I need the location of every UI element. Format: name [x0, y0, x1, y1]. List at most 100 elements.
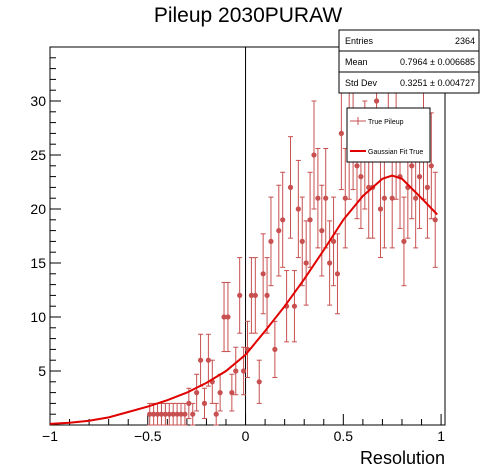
- data-point: [182, 411, 188, 417]
- data-point-group: [311, 100, 317, 210]
- data-point: [307, 217, 313, 223]
- data-point: [240, 368, 247, 374]
- stats-box: Entries 2364 Mean 0.7964 ± 0.006685 Std …: [338, 29, 480, 94]
- data-point: [252, 292, 258, 298]
- data-point-group: [276, 184, 282, 277]
- data-point: [237, 292, 243, 298]
- plot-frame: [49, 46, 446, 426]
- data-point: [186, 400, 192, 406]
- data-point-group: [389, 148, 395, 249]
- data-point-group: [201, 387, 208, 420]
- data-point: [256, 379, 262, 385]
- data-point-group: [268, 196, 274, 287]
- data-point: [291, 303, 298, 309]
- data-point-group: [381, 148, 387, 249]
- data-point-group: [186, 387, 192, 420]
- x-tick-label: −1: [42, 428, 58, 444]
- data-point: [315, 195, 321, 201]
- data-point: [401, 238, 407, 244]
- data-point: [194, 390, 200, 396]
- data-point-group: [260, 233, 266, 315]
- data-point: [424, 184, 431, 190]
- data-point: [213, 411, 219, 417]
- data-point: [303, 260, 309, 266]
- data-point-group: [264, 257, 270, 334]
- data-point-group: [213, 402, 219, 426]
- stats-box-frame: [338, 29, 480, 94]
- data-point-group: [432, 171, 438, 268]
- data-point: [334, 271, 341, 277]
- data-point: [233, 368, 239, 374]
- data-point: [311, 152, 317, 158]
- data-point: [319, 228, 325, 234]
- x-tick-label: −0.5: [134, 428, 162, 444]
- data-point: [225, 314, 231, 320]
- data-point: [248, 292, 255, 298]
- data-point: [416, 174, 423, 180]
- data-point: [413, 195, 419, 201]
- data-point: [354, 163, 360, 169]
- data-point-group: [256, 359, 262, 404]
- data-point-group: [303, 220, 309, 306]
- data-point-group: [252, 257, 258, 334]
- data-point: [174, 411, 180, 417]
- data-point: [323, 195, 329, 201]
- legend-label-true-pileup: True Pileup: [368, 119, 404, 126]
- data-point: [338, 130, 344, 136]
- data-point: [229, 390, 235, 396]
- data-point: [178, 411, 184, 417]
- data-point-group: [307, 171, 313, 268]
- data-point: [166, 411, 172, 417]
- legend-frame: [346, 107, 431, 163]
- stats-mean-value: 0.7964 ± 0.006685: [400, 57, 475, 67]
- data-point: [373, 98, 380, 104]
- data-point: [280, 217, 286, 223]
- data-point-group: [229, 373, 235, 412]
- data-point: [264, 292, 270, 298]
- data-point-group: [338, 76, 344, 191]
- data-point: [147, 411, 153, 417]
- y-tick-label: 20: [30, 201, 46, 217]
- data-point-group: [205, 333, 211, 387]
- data-point: [221, 314, 227, 320]
- data-point: [330, 238, 337, 244]
- x-tick-label: 1: [437, 428, 445, 444]
- data-point: [197, 357, 204, 363]
- data-point: [342, 195, 348, 201]
- data-point-group: [334, 233, 341, 315]
- legend-box: True Pileup Gaussian Fit True: [346, 107, 431, 163]
- data-point: [409, 163, 415, 169]
- stats-entries-label: Entries: [345, 36, 374, 46]
- y-tick-label: 15: [30, 255, 46, 271]
- data-point: [272, 346, 278, 352]
- data-point-group: [327, 220, 333, 306]
- data-point: [381, 195, 387, 201]
- data-point-group: [237, 257, 243, 334]
- y-tick-label: 25: [30, 147, 46, 163]
- data-point-group: [233, 346, 239, 396]
- data-point-group: [315, 148, 321, 249]
- data-point-group: [280, 171, 286, 268]
- fit-curve: [49, 174, 438, 425]
- data-point: [201, 400, 208, 406]
- data-point-group: [217, 373, 223, 412]
- y-tick-label: 10: [30, 309, 46, 325]
- data-point: [154, 411, 161, 417]
- data-point: [151, 411, 157, 417]
- data-point: [276, 228, 282, 234]
- data-point: [299, 238, 305, 244]
- data-point-group: [182, 402, 188, 426]
- data-point-group: [342, 148, 348, 249]
- x-tick-label: 0.5: [334, 428, 354, 444]
- data-point: [327, 260, 333, 266]
- fit-layer: [49, 174, 438, 425]
- y-tick-label: 5: [38, 363, 46, 379]
- data-point-group: [197, 333, 204, 387]
- stats-mean-label: Mean: [345, 57, 368, 67]
- data-point-group: [194, 373, 200, 412]
- y-tick-label: 30: [30, 93, 46, 109]
- data-point: [432, 217, 438, 223]
- data-point-group: [225, 281, 231, 353]
